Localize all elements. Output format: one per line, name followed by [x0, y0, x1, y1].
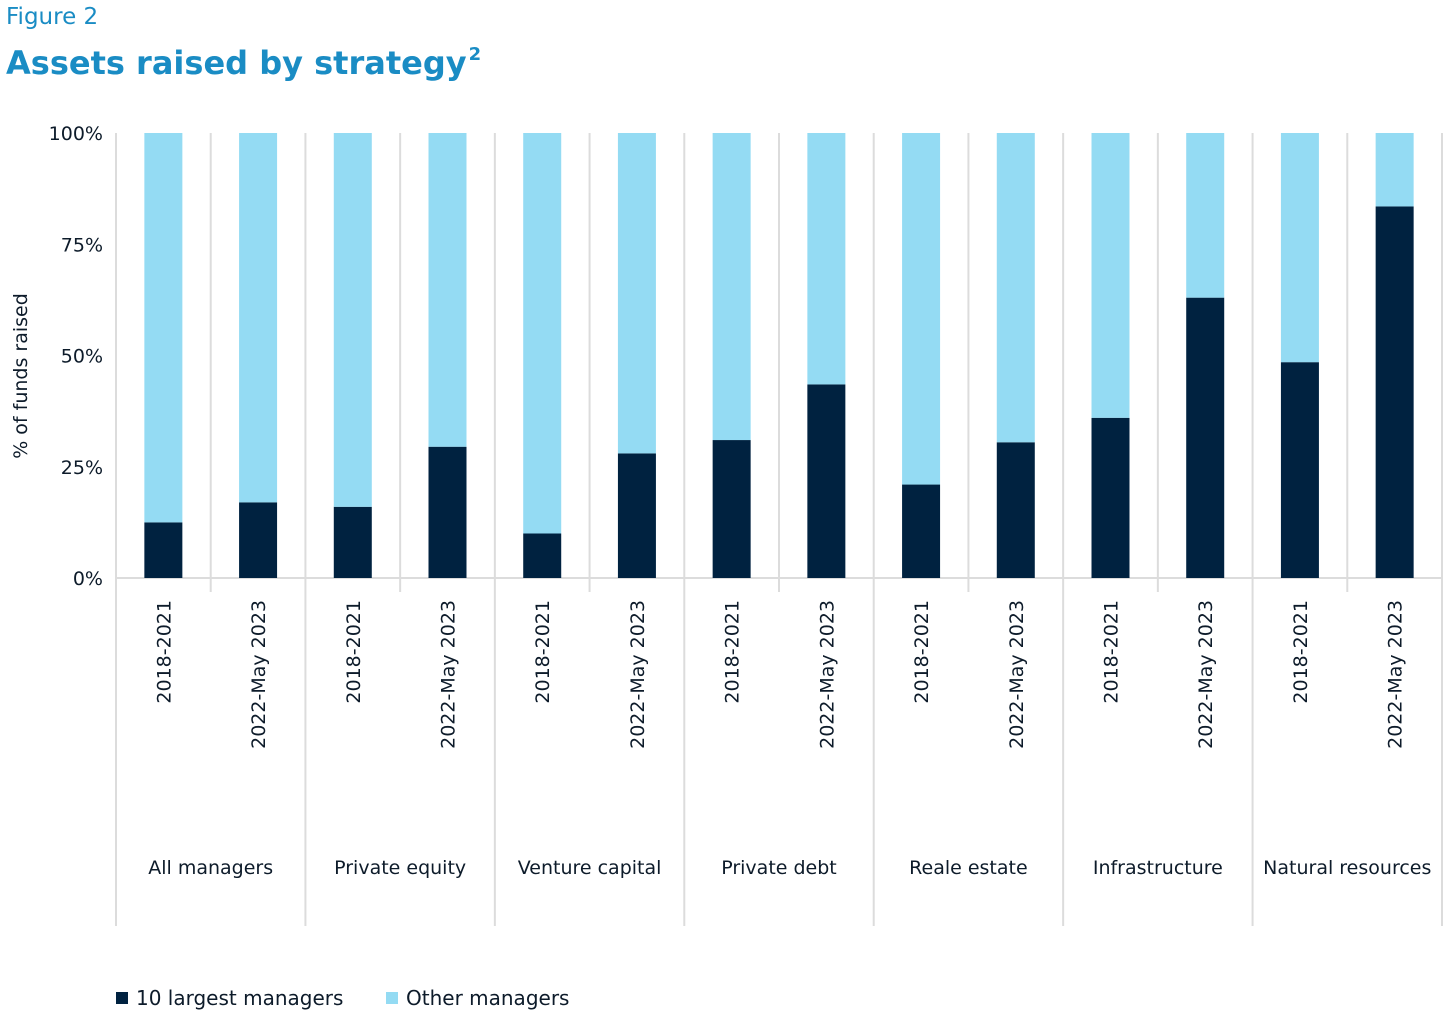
x-tick-label: 2018-2021 [911, 600, 933, 704]
bar-other-managers [523, 133, 562, 534]
group-label: Natural resources [1263, 857, 1431, 879]
bar-largest-managers [428, 446, 467, 578]
x-tick-label: 2022-May 2023 [1385, 600, 1407, 749]
bar-largest-managers [1186, 297, 1225, 578]
bar-largest-managers [1280, 362, 1319, 578]
bar-other-managers [807, 133, 846, 385]
legend-label-other: Other managers [406, 986, 570, 1010]
x-tick-label: 2018-2021 [722, 600, 744, 704]
legend-item-other: Other managers [386, 986, 569, 1010]
bar-largest-managers [1375, 206, 1414, 579]
bar-other-managers [902, 133, 941, 485]
x-tick-label: 2022-May 2023 [1006, 600, 1028, 749]
y-axis-label: % of funds raised [10, 293, 32, 459]
y-tick-label: 50% [61, 346, 103, 368]
bar-largest-managers [712, 440, 751, 578]
chart-title-text: Assets raised by strategy [6, 44, 467, 82]
figure-label: Figure 2 [6, 4, 99, 30]
bar-largest-managers [902, 484, 941, 578]
bar-largest-managers [807, 384, 846, 578]
legend-item-largest: 10 largest managers [116, 986, 343, 1010]
x-tick-label: 2022-May 2023 [627, 600, 649, 749]
legend-swatch-largest [116, 992, 128, 1004]
legend-swatch-other [386, 992, 398, 1004]
y-tick-label: 25% [61, 457, 103, 479]
bar-largest-managers [1091, 417, 1130, 578]
x-tick-label: 2018-2021 [1290, 600, 1312, 704]
bar-other-managers [617, 133, 656, 454]
bar-largest-managers [144, 522, 183, 578]
group-label: All managers [148, 857, 273, 879]
bar-other-managers [1280, 133, 1319, 363]
bar-other-managers [996, 133, 1035, 443]
group-label: Reale estate [909, 857, 1028, 879]
x-tick-label: 2018-2021 [343, 600, 365, 704]
y-tick-label: 100% [49, 123, 103, 145]
group-label: Private equity [334, 857, 466, 879]
x-tick-label: 2018-2021 [153, 600, 175, 704]
bar-other-managers [712, 133, 751, 441]
bar-other-managers [1091, 133, 1130, 418]
x-tick-label: 2022-May 2023 [816, 600, 838, 749]
group-label: Private debt [721, 857, 837, 879]
legend-label-largest: 10 largest managers [136, 986, 344, 1010]
bar-other-managers [333, 133, 372, 507]
x-tick-label: 2022-May 2023 [1195, 600, 1217, 749]
y-tick-label: 75% [61, 234, 103, 256]
title-footnote: 2 [468, 44, 482, 65]
bar-other-managers [1186, 133, 1225, 298]
x-tick-label: 2018-2021 [532, 600, 554, 704]
group-label: Infrastructure [1093, 857, 1223, 879]
y-tick-label: 0% [73, 568, 103, 590]
chart-title: Assets raised by strategy 2 [6, 44, 481, 82]
bar-other-managers [144, 133, 183, 523]
bar-other-managers [1375, 133, 1414, 207]
x-tick-label: 2022-May 2023 [438, 600, 460, 749]
bar-other-managers [239, 133, 278, 503]
bar-largest-managers [523, 533, 562, 578]
x-tick-label: 2018-2021 [1101, 600, 1123, 704]
bar-largest-managers [996, 442, 1035, 578]
group-label: Venture capital [518, 857, 662, 879]
bar-largest-managers [239, 502, 278, 578]
x-tick-label: 2022-May 2023 [248, 600, 270, 749]
bar-largest-managers [617, 453, 656, 578]
bar-largest-managers [333, 506, 372, 578]
bar-other-managers [428, 133, 467, 447]
